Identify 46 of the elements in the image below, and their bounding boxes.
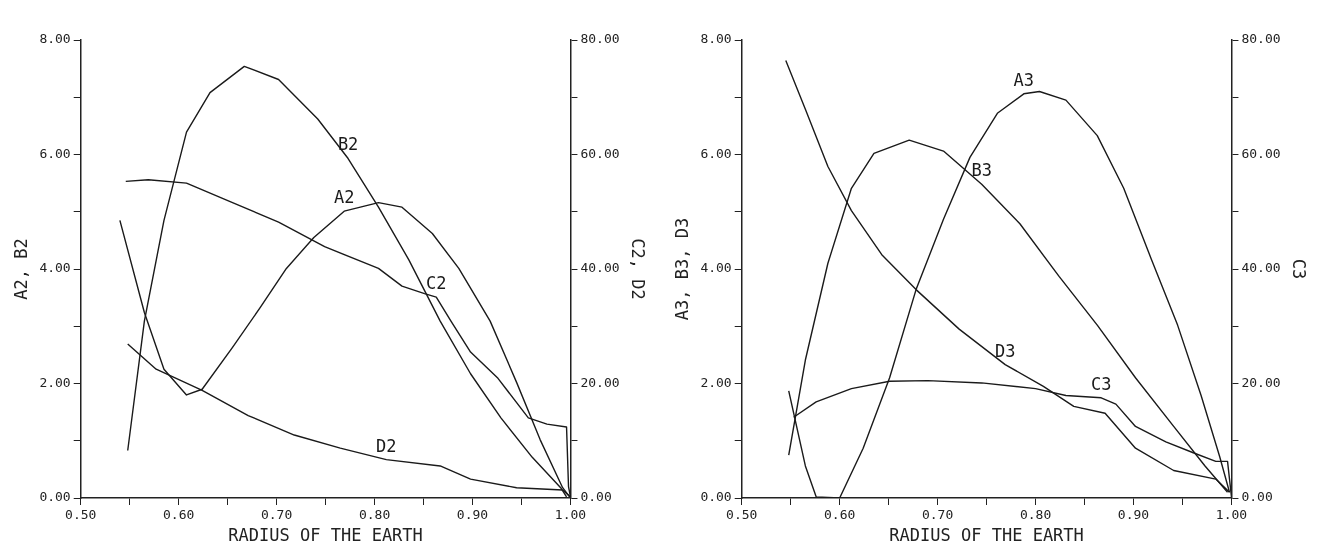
x-tick-label: 0.50 [65, 507, 97, 523]
y2-tick-label: 20.00 [580, 374, 620, 390]
y-tick-label: 2.00 [700, 374, 732, 390]
y2-tick-label: 40.00 [1241, 260, 1281, 276]
x-tick-label: 0.60 [824, 507, 856, 523]
y-tick-label: 2.00 [39, 374, 71, 390]
series-label: D2 [376, 435, 397, 456]
x-tick-label: 0.90 [456, 507, 489, 523]
y-tick-label: 8.00 [700, 31, 732, 47]
x-tick-label: 0.80 [358, 507, 391, 523]
y2-tick-label: 20.00 [1241, 374, 1281, 390]
y-axis-title: A2, B2 [10, 238, 31, 300]
x-tick-label: 0.70 [260, 507, 293, 523]
series-label: B3 [971, 160, 992, 181]
x-axis-title: RADIUS OF THE EARTH [228, 525, 423, 546]
x-tick-label: 0.50 [726, 507, 758, 523]
series-label: B2 [337, 134, 359, 155]
x-tick-label: 0.70 [921, 507, 954, 523]
y2-tick-label: 0.00 [580, 489, 612, 505]
y2-tick-label: 80.00 [580, 31, 620, 47]
y2-tick-label: 0.00 [1241, 489, 1273, 505]
y2-tick-label: 80.00 [1241, 31, 1281, 47]
series-label: A2 [333, 187, 355, 208]
y-tick-label: 0.00 [700, 489, 732, 505]
x-tick-label: 0.60 [163, 507, 195, 523]
y-tick-label: 6.00 [39, 145, 71, 161]
x-tick-label: 1.00 [554, 507, 587, 523]
y2-axis-title: C3 [1289, 258, 1310, 280]
x-tick-label: 0.80 [1019, 507, 1052, 523]
y2-tick-label: 60.00 [1241, 145, 1281, 161]
x-axis-title: RADIUS OF THE EARTH [889, 525, 1084, 546]
y-axis-title: A3, B3, D3 [671, 217, 692, 321]
series-label: C3 [1090, 373, 1112, 394]
y2-axis-title: C2, D2 [628, 238, 649, 300]
y-tick-label: 4.00 [700, 260, 732, 276]
x-tick-label: 0.90 [1117, 507, 1150, 523]
y-tick-label: 0.00 [39, 489, 71, 505]
y-tick-label: 6.00 [700, 145, 732, 161]
y2-tick-label: 40.00 [580, 260, 620, 276]
series-label: D3 [994, 340, 1016, 361]
y-tick-label: 4.00 [39, 260, 71, 276]
y-tick-label: 8.00 [39, 31, 71, 47]
y2-tick-label: 60.00 [580, 145, 620, 161]
x-tick-label: 1.00 [1215, 507, 1248, 523]
series-label: C2 [426, 272, 447, 293]
series-label: A3 [1013, 69, 1035, 90]
